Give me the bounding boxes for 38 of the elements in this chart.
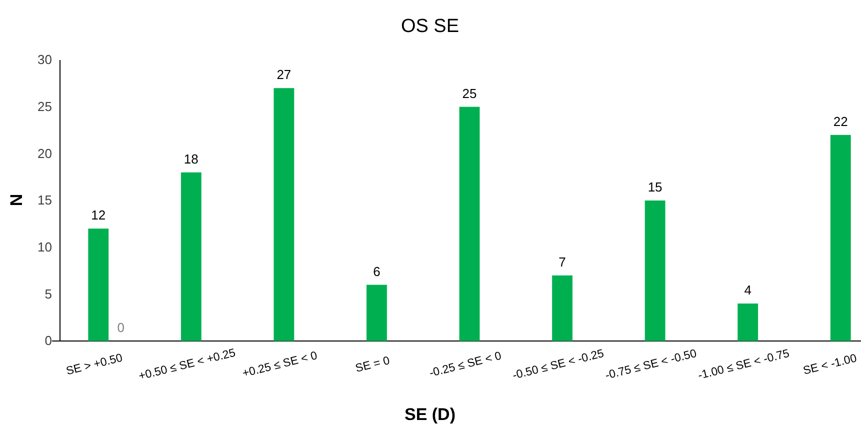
- y-tick-label: 10: [38, 239, 52, 254]
- x-axis-title: SE (D): [404, 405, 456, 424]
- bar: [459, 106, 480, 341]
- bar: [644, 200, 666, 341]
- data-label: 18: [184, 151, 198, 166]
- x-tick-label: SE < -1.00: [802, 352, 858, 378]
- data-label: 25: [462, 86, 477, 101]
- x-tick-label: -0.25 ≤ SE < 0: [428, 350, 503, 380]
- bar: [180, 172, 202, 341]
- bar: [552, 275, 572, 341]
- bar: [830, 134, 851, 341]
- data-label: 27: [276, 67, 292, 82]
- bar: [366, 284, 387, 341]
- x-tick-label: +0.25 ≤ SE < 0: [241, 350, 319, 380]
- data-label: 7: [558, 254, 566, 270]
- annotation: 0: [117, 320, 124, 335]
- y-axis-title: N: [7, 194, 26, 206]
- y-tick-label: 25: [38, 98, 52, 114]
- data-label: 12: [91, 208, 106, 223]
- bar: [738, 304, 758, 341]
- y-tick-label: 20: [38, 146, 52, 161]
- bar: [274, 88, 294, 341]
- y-tick-label: 5: [44, 286, 52, 302]
- x-tick-label: SE = 0: [354, 354, 392, 376]
- data-label: 6: [373, 264, 380, 279]
- y-tick-label: 15: [38, 192, 52, 208]
- x-tick-label: +0.50 ≤ SE < +0.25: [138, 347, 237, 383]
- x-tick-label: -0.75 ≤ SE < -0.50: [604, 348, 698, 382]
- chart-title: OS SE: [400, 16, 460, 37]
- bar: [88, 228, 109, 341]
- x-tick-label: -0.50 ≤ SE < -0.25: [511, 348, 606, 382]
- x-tick-label: SE > +0.50: [65, 352, 124, 378]
- data-label: 4: [744, 282, 752, 298]
- x-tick-label: -1.00 ≤ SE < -0.75: [696, 348, 791, 382]
- y-tick-label: 30: [38, 52, 52, 68]
- data-label: 15: [648, 180, 662, 194]
- y-tick-label: 0: [44, 333, 52, 348]
- data-label: 22: [833, 114, 848, 129]
